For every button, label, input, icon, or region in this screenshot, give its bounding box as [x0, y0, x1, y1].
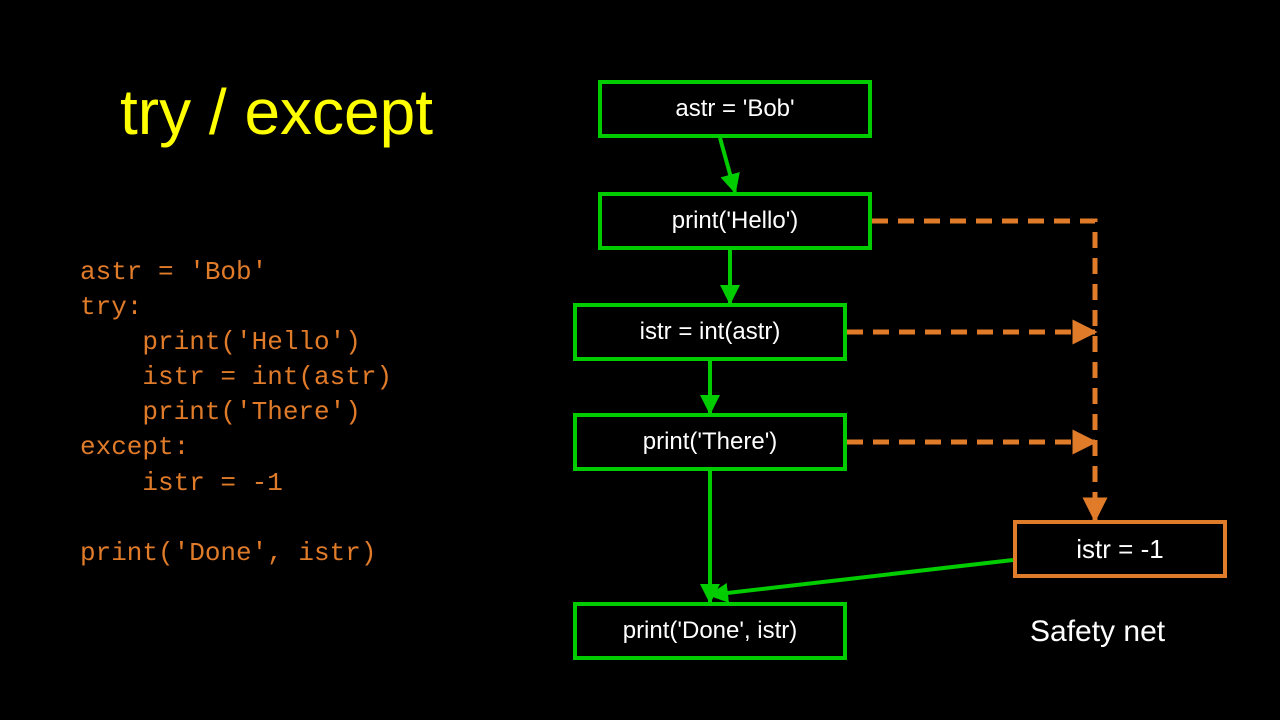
slide-title: try / except [120, 75, 433, 149]
flow-node-assign-astr: astr = 'Bob' [598, 80, 872, 138]
flow-node-print-hello: print('Hello') [598, 192, 872, 250]
flow-node-print-done: print('Done', istr) [573, 602, 847, 660]
flow-node-int-astr: istr = int(astr) [573, 303, 847, 361]
flow-node-print-there: print('There') [573, 413, 847, 471]
safety-net-caption: Safety net [1030, 615, 1165, 649]
dashed-arrows-group [847, 221, 1095, 520]
code-block: astr = 'Bob' try: print('Hello') istr = … [80, 255, 392, 571]
flow-node-istr-fallback: istr = -1 [1013, 520, 1227, 578]
